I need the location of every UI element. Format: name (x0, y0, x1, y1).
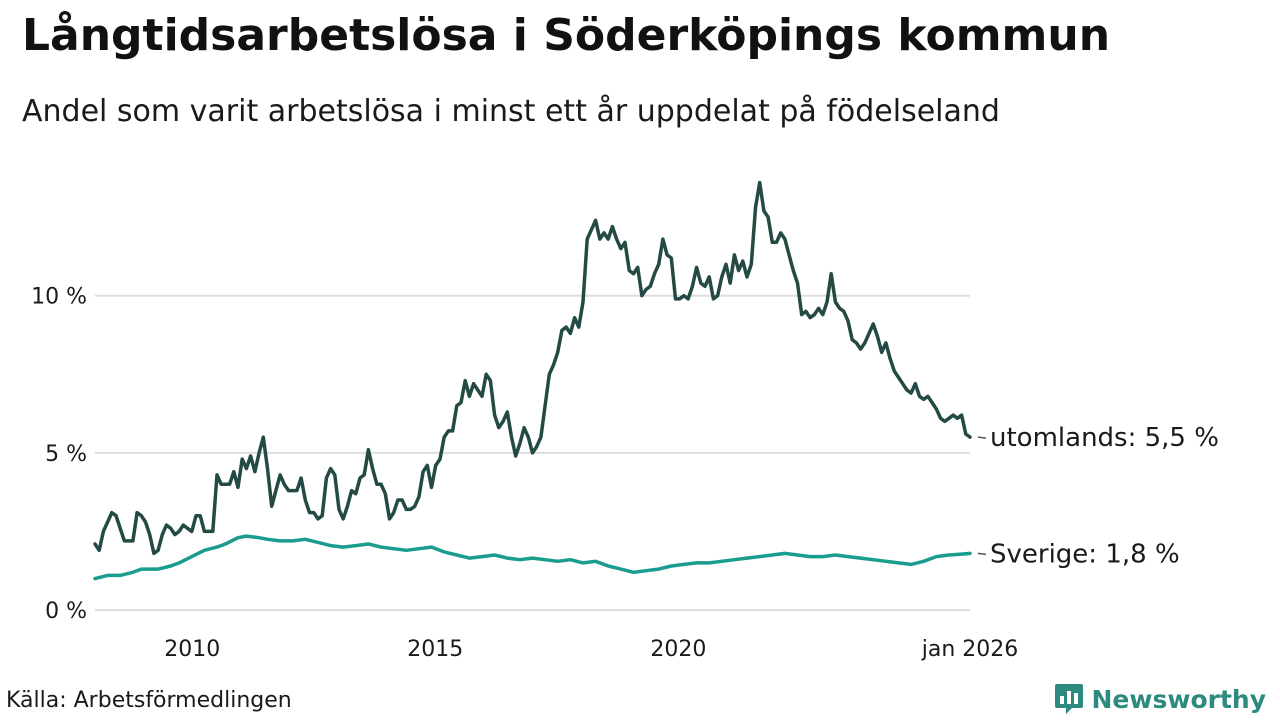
series-line-utomlands (93, 180, 972, 556)
axis-labels: 0 % 5 % 10 % 2010 2015 2020 jan 2026 (31, 285, 1018, 662)
series-lines (93, 180, 972, 581)
x-tick-label: jan 2026 (921, 637, 1019, 662)
series-line-sverige (93, 534, 972, 581)
end-label-sverige: Sverige: 1,8 % (990, 539, 1180, 569)
x-tick-label: 2020 (650, 637, 706, 662)
y-tick-label: 10 % (31, 285, 87, 310)
x-tick-label: 2015 (407, 637, 463, 662)
newsworthy-logo-icon (1054, 684, 1083, 714)
chart-subtitle: Andel som varit arbetslösa i minst ett å… (22, 94, 1000, 129)
brand-logo: Newsworthy (1054, 682, 1267, 716)
chart-title: Långtidsarbetslösa i Söderköpings kommun (22, 10, 1111, 61)
source-note: Källa: Arbetsförmedlingen (6, 688, 292, 713)
x-tick-label: 2010 (164, 637, 220, 662)
end-label-utomlands: utomlands: 5,5 % (990, 423, 1219, 453)
y-tick-label: 5 % (45, 442, 87, 467)
y-tick-label: 0 % (45, 599, 87, 624)
brand-name: Newsworthy (1091, 684, 1267, 714)
series-end-labels: utomlands: 5,5 % Sverige: 1,8 % (977, 423, 1219, 569)
end-label-leader (977, 436, 987, 439)
end-label-leader (977, 552, 987, 556)
